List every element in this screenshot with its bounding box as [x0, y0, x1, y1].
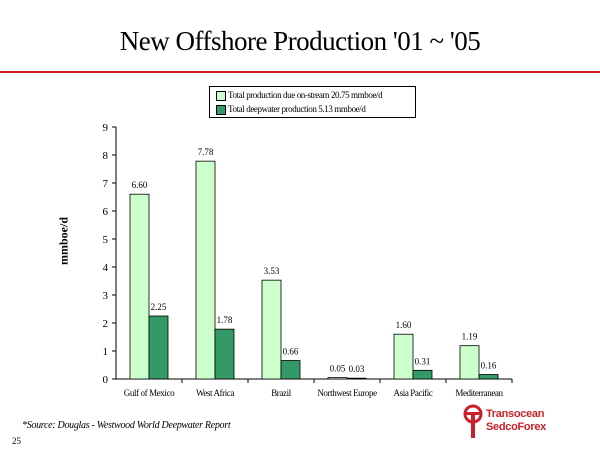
x-tick-label: Gulf of Mexico	[124, 388, 175, 398]
legend-item-deepwater: Total deepwater production 5.13 mmboe/d	[216, 103, 366, 115]
data-label: 1.19	[462, 332, 478, 342]
page-number: 25	[12, 436, 21, 446]
data-label: 0.16	[481, 361, 497, 371]
bar-total	[327, 377, 348, 380]
y-tick-label: 9	[103, 122, 109, 134]
bar-deepwater	[214, 328, 235, 380]
data-label: 0.03	[349, 364, 365, 374]
source-note: *Source: Douglas - Westwood World Deepwa…	[22, 420, 231, 431]
logo-line-1: Transocean	[486, 408, 545, 420]
data-label: 2.25	[151, 302, 167, 312]
x-tick-label: Northwest Europe	[317, 388, 377, 398]
legend-label-deepwater: Total deepwater production 5.13 mmboe/d	[228, 104, 366, 114]
bar-deepwater	[412, 369, 433, 380]
y-tick-label: 0	[103, 374, 109, 386]
x-tick-label: Brazil	[271, 388, 291, 398]
logo-line-2: SedcoForex	[486, 421, 546, 433]
bar-total	[195, 160, 216, 380]
data-label: 0.66	[283, 347, 299, 357]
chart-legend: Total production due on-stream 20.75 mmb…	[209, 86, 416, 118]
y-tick-label: 5	[103, 234, 109, 246]
bar-total	[459, 345, 480, 380]
legend-swatch-deepwater	[216, 104, 226, 115]
y-axis-label: mmboe/d	[56, 217, 71, 265]
bar-deepwater	[280, 360, 301, 380]
bar-total	[129, 193, 150, 380]
y-tick-label: 2	[103, 318, 109, 330]
y-tick-label: 7	[103, 178, 109, 190]
data-label: 1.60	[396, 320, 412, 330]
bar-total	[261, 279, 282, 380]
data-label: 0.31	[415, 356, 431, 366]
slide-title: New Offshore Production '01 ~ '05	[119, 26, 481, 56]
bar-deepwater	[148, 315, 169, 380]
legend-swatch-total	[216, 90, 226, 101]
y-tick-label: 6	[103, 206, 109, 218]
x-tick-label: Asia Pacific	[394, 388, 433, 398]
bar-deepwater	[478, 374, 499, 380]
data-label: 3.53	[264, 266, 280, 276]
data-label: 6.60	[132, 180, 148, 190]
legend-item-total: Total production due on-stream 20.75 mmb…	[216, 89, 383, 101]
data-label: 7.78	[198, 147, 214, 157]
y-tick-label: 1	[103, 346, 109, 358]
y-tick-label: 8	[103, 150, 109, 162]
y-tick-label: 4	[103, 262, 109, 274]
logo-icon	[463, 404, 483, 438]
company-logo: Transocean SedcoForex	[462, 402, 594, 442]
x-tick-label: Mediterranean	[455, 388, 503, 398]
bar-total	[393, 333, 414, 380]
title-rule	[0, 71, 600, 73]
bar-deepwater	[346, 377, 367, 380]
data-label: 0.05	[330, 364, 346, 374]
legend-label-total: Total production due on-stream 20.75 mmb…	[228, 90, 383, 100]
y-tick-label: 3	[103, 290, 109, 302]
x-tick-label: West Africa	[196, 388, 235, 398]
data-label: 1.78	[217, 315, 233, 325]
